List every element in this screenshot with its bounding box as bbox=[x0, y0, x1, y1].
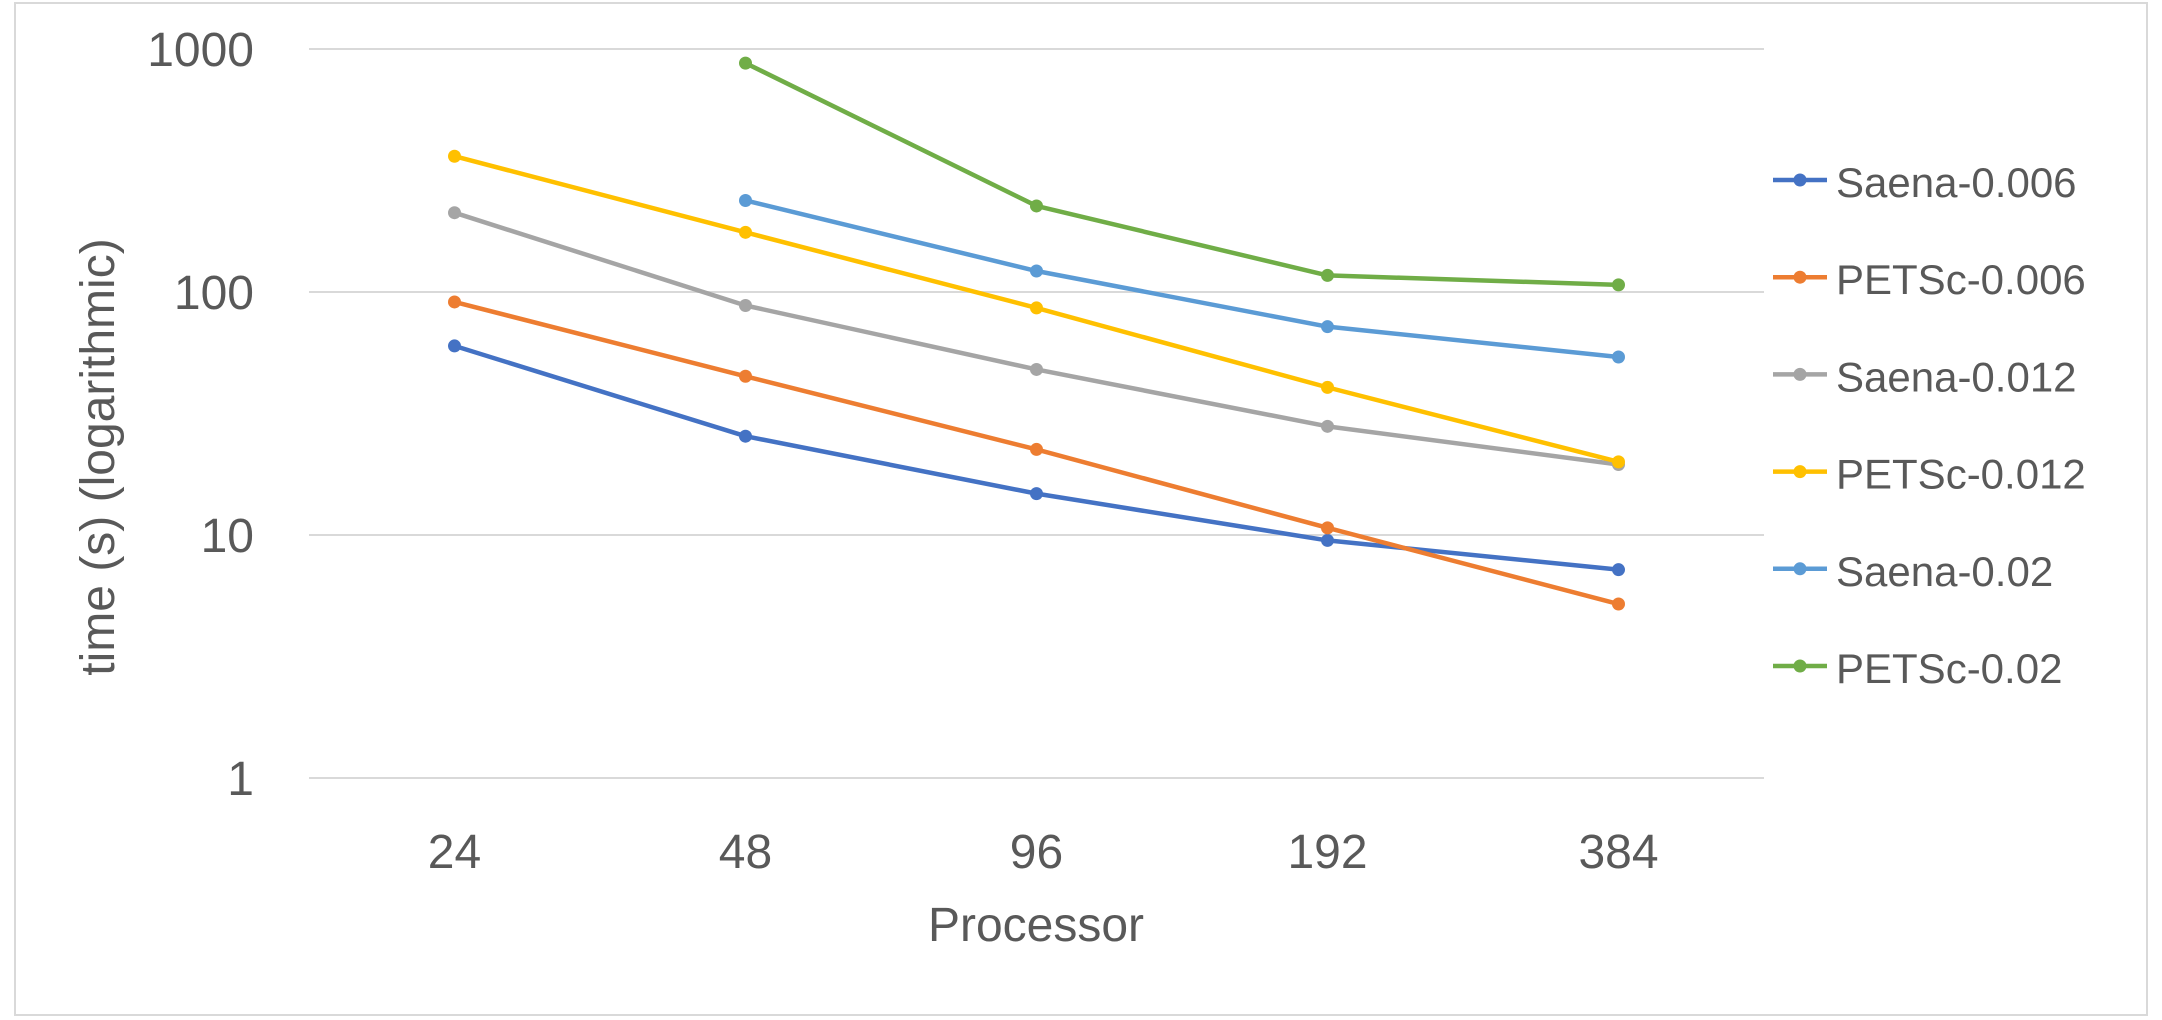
legend-label: Saena-0.012 bbox=[1836, 353, 2077, 400]
series-PETSc-0.012 bbox=[448, 149, 1625, 469]
x-tick-label: 192 bbox=[1287, 826, 1367, 879]
data-point bbox=[1030, 362, 1043, 376]
data-point bbox=[1321, 380, 1334, 394]
legend-label: PETSc-0.02 bbox=[1836, 645, 2062, 692]
y-axis-tick-labels: 1 10 100 1000 bbox=[147, 24, 254, 806]
series-Saena-0.02 bbox=[739, 193, 1625, 364]
data-point bbox=[448, 339, 461, 353]
data-point bbox=[1030, 442, 1043, 456]
legend-label: Saena-0.006 bbox=[1836, 159, 2077, 206]
data-point bbox=[1612, 350, 1625, 364]
legend-item: PETSc-0.012 bbox=[1773, 451, 2086, 498]
data-point bbox=[1030, 301, 1043, 315]
data-point bbox=[1030, 487, 1043, 501]
data-point bbox=[1612, 597, 1625, 611]
y-tick-label: 1 bbox=[227, 753, 254, 806]
x-axis-title: Processor bbox=[928, 899, 1144, 952]
legend-label: Saena-0.02 bbox=[1836, 548, 2053, 595]
legend: Saena-0.006 PETSc-0.006 Saena-0.012 PETSc-0… bbox=[1773, 159, 2086, 692]
y-axis-title: time (s) (logarithmic) bbox=[72, 238, 125, 675]
x-tick-label: 24 bbox=[428, 826, 481, 879]
data-point bbox=[448, 206, 461, 220]
x-axis-tick-labels: 24 48 96 192 384 bbox=[428, 826, 1659, 879]
x-tick-label: 48 bbox=[719, 826, 772, 879]
legend-swatch-marker bbox=[1793, 173, 1807, 187]
legend-item: Saena-0.006 bbox=[1773, 159, 2077, 206]
data-point bbox=[739, 429, 752, 443]
legend-label: PETSc-0.006 bbox=[1836, 256, 2086, 303]
legend-item: PETSc-0.006 bbox=[1773, 256, 2086, 303]
legend-swatch-marker bbox=[1793, 562, 1807, 576]
data-point bbox=[739, 193, 752, 207]
data-point bbox=[1321, 419, 1334, 433]
data-point bbox=[739, 56, 752, 70]
x-tick-label: 384 bbox=[1578, 826, 1658, 879]
data-point bbox=[739, 298, 752, 312]
data-point bbox=[1612, 563, 1625, 577]
legend-item: Saena-0.012 bbox=[1773, 353, 2077, 400]
line-chart: 1 10 100 1000 24 48 96 192 384 Saena-0.006 PETSc… bbox=[72, 24, 2086, 952]
data-point bbox=[1030, 199, 1043, 213]
data-point bbox=[1612, 455, 1625, 469]
series-line bbox=[452, 343, 1621, 572]
gridlines bbox=[309, 48, 1764, 779]
data-point bbox=[1321, 521, 1334, 535]
series-PETSc-0.02 bbox=[739, 56, 1625, 292]
legend-item: Saena-0.02 bbox=[1773, 548, 2053, 595]
legend-swatch-marker bbox=[1793, 465, 1807, 479]
data-point bbox=[1321, 268, 1334, 282]
data-point bbox=[739, 225, 752, 239]
legend-swatch-marker bbox=[1793, 270, 1807, 284]
legend-label: PETSc-0.012 bbox=[1836, 451, 2086, 498]
data-point bbox=[1321, 533, 1334, 547]
data-point bbox=[1612, 278, 1625, 292]
data-point bbox=[1321, 320, 1334, 334]
x-tick-label: 96 bbox=[1010, 826, 1063, 879]
legend-swatch-marker bbox=[1793, 367, 1807, 381]
series-Saena-0.006 bbox=[448, 339, 1625, 577]
chart-frame: 1 10 100 1000 24 48 96 192 384 Saena-0.006 PETSc… bbox=[14, 2, 2148, 1016]
data-point bbox=[1030, 264, 1043, 278]
y-tick-label: 1000 bbox=[147, 24, 254, 77]
data-point bbox=[448, 295, 461, 309]
series-PETSc-0.006 bbox=[448, 295, 1625, 611]
y-tick-label: 10 bbox=[201, 510, 254, 563]
series-line bbox=[743, 198, 1621, 360]
legend-swatch-marker bbox=[1793, 659, 1807, 673]
legend-item: PETSc-0.02 bbox=[1773, 645, 2062, 692]
series-lines bbox=[448, 56, 1625, 611]
data-point bbox=[739, 369, 752, 383]
y-tick-label: 100 bbox=[174, 267, 254, 320]
data-point bbox=[448, 149, 461, 163]
series-line bbox=[743, 60, 1621, 288]
